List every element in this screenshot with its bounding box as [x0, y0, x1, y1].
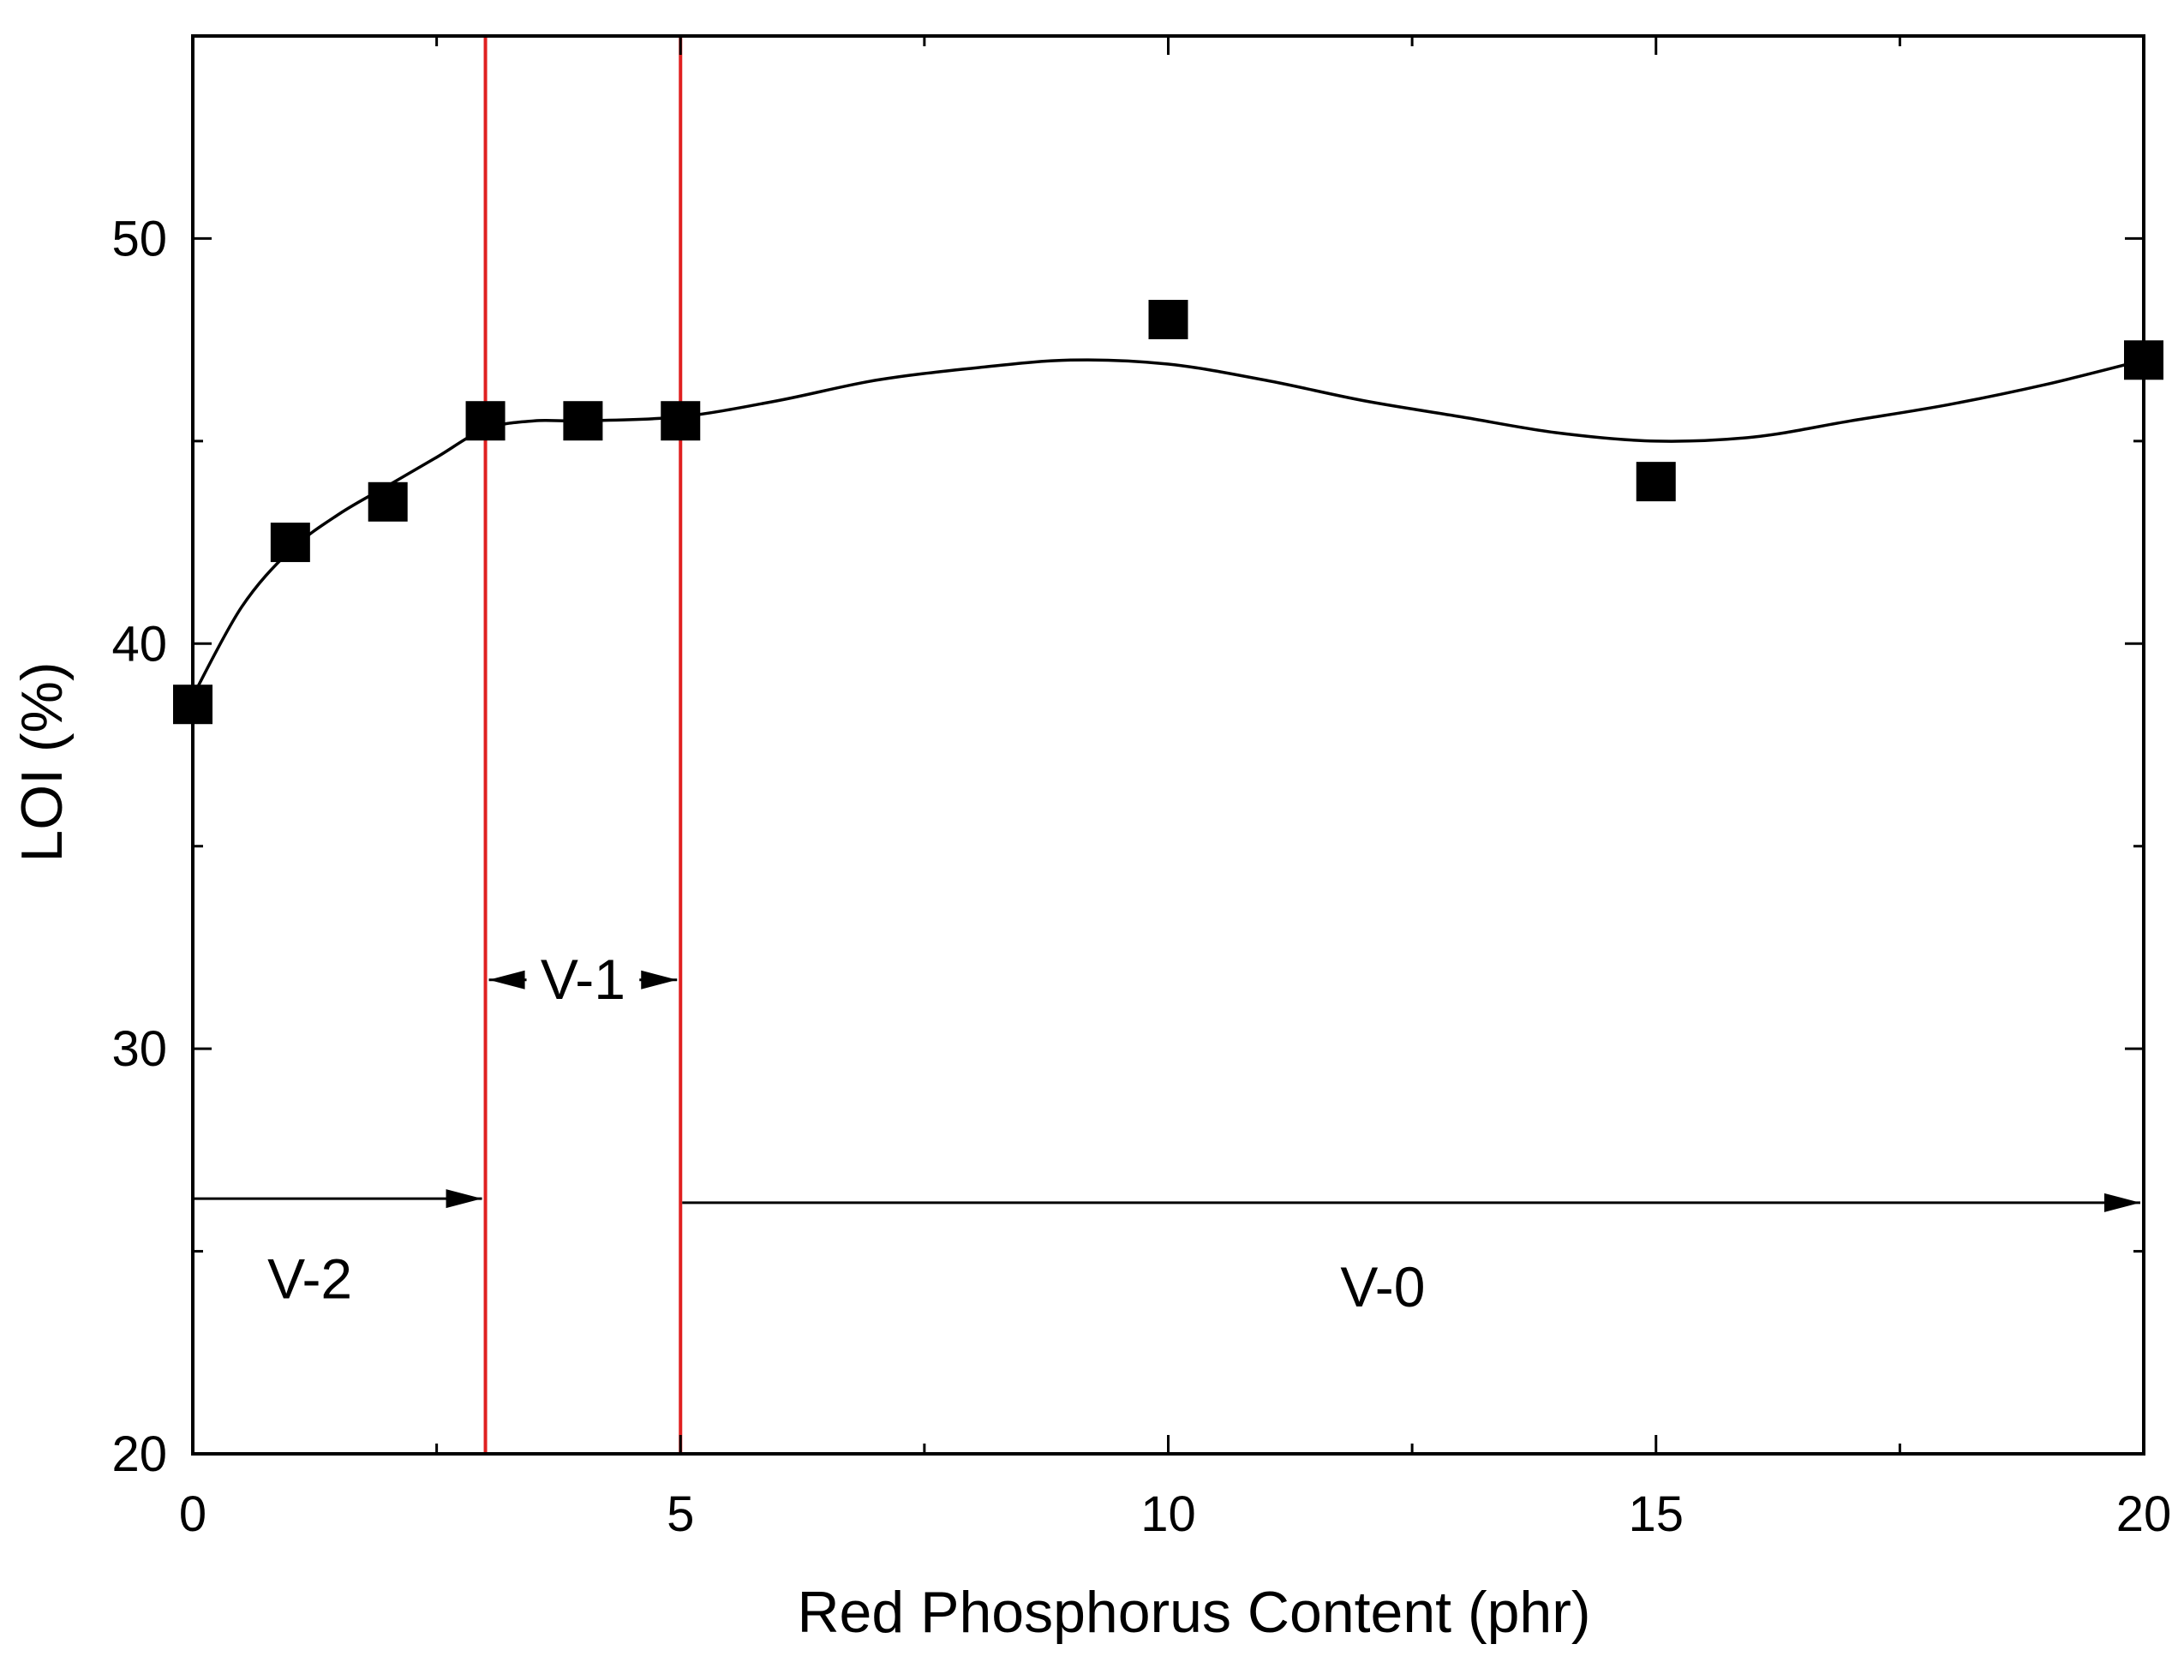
- y-tick-label: 40: [111, 616, 167, 672]
- arrow-head-right: [641, 970, 678, 989]
- y-tick-label: 50: [111, 211, 167, 266]
- data-point: [1636, 462, 1676, 502]
- x-tick-label: 20: [2116, 1486, 2172, 1542]
- fit-curve-layer: [191, 358, 2145, 697]
- x-tick-label: 15: [1628, 1486, 1684, 1542]
- data-point: [270, 523, 310, 563]
- x-tick-label: 0: [179, 1486, 206, 1542]
- reference-lines: [483, 36, 683, 1454]
- axis-ticks: 0 5 10 15 20 20 30 40 50: [111, 36, 2171, 1542]
- y-tick-label: 20: [111, 1426, 167, 1482]
- arrow-head-right: [2104, 1193, 2140, 1212]
- zone-label-v-0: V-0: [1340, 1255, 1425, 1318]
- data-point: [1148, 300, 1188, 339]
- data-point: [465, 401, 506, 441]
- rating-annotations: V-2 V-1 V-0: [193, 948, 2140, 1318]
- x-axis-title: Red Phosphorus Content (phr): [797, 1580, 1590, 1645]
- x-tick-label: 10: [1140, 1486, 1196, 1542]
- zone-label-v1: V-1: [541, 948, 625, 1011]
- x-tick-label: 5: [667, 1486, 694, 1542]
- arrow-head-right: [446, 1189, 482, 1209]
- zone-label-v-2: V-2: [267, 1247, 352, 1311]
- data-point: [563, 401, 603, 441]
- y-tick-label: 30: [111, 1021, 167, 1077]
- arrow-head-left: [488, 970, 525, 989]
- y-axis-title: LOI (%): [9, 661, 75, 862]
- fit-curve: [191, 358, 2145, 697]
- data-point: [661, 401, 701, 441]
- data-point: [368, 481, 408, 522]
